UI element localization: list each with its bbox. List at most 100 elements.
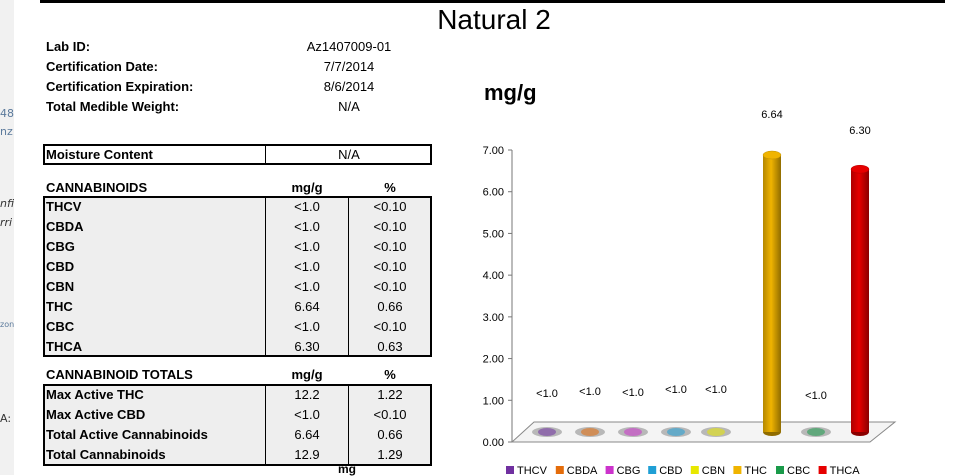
- legend-label-cbg: CBG: [617, 465, 641, 475]
- cannabinoids-table: [43, 196, 432, 357]
- divider: [348, 197, 349, 356]
- totals-row-name: Total Active Cannabinoids: [46, 427, 208, 442]
- table-row-name: CBN: [46, 279, 75, 294]
- totals-row-name: Max Active CBD: [46, 407, 146, 422]
- legend-swatch-cbg: [605, 466, 614, 474]
- table-row-name: CBG: [46, 239, 75, 254]
- moisture-value: N/A: [338, 147, 360, 162]
- table-row-name: THC: [46, 299, 73, 314]
- moisture-label: Moisture Content: [46, 147, 153, 162]
- cert-expiration-value: 8/6/2014: [323, 79, 375, 94]
- data-label-cbn: <1.0: [705, 384, 727, 396]
- table-row-pct: 0.63: [377, 339, 403, 354]
- bar-cbd: [667, 428, 685, 436]
- totals-row-pct: <0.10: [373, 407, 407, 422]
- data-label-cbc: <1.0: [805, 390, 827, 402]
- cannabinoids-pct-header: %: [384, 180, 396, 195]
- y-tick-label: 5.00: [483, 228, 504, 240]
- totals-row-pct: 0.66: [377, 427, 403, 442]
- table-row-name: THCV: [46, 199, 82, 214]
- side-fragment: rri: [0, 216, 13, 229]
- data-label-cbda: <1.0: [579, 386, 601, 398]
- totals-row-name: Max Active THC: [46, 387, 144, 402]
- table-row-mg: <1.0: [294, 219, 320, 234]
- side-fragment: zon: [0, 320, 14, 329]
- cert-expiration-label: Certification Expiration:: [46, 79, 194, 94]
- legend-swatch-thc: [733, 466, 742, 474]
- bar-thcv: [538, 428, 556, 436]
- totals-row-mg: 6.64: [294, 427, 320, 442]
- table-row-mg: <1.0: [294, 279, 320, 294]
- legend-swatch-thcv: [506, 466, 514, 474]
- y-tick-label: 6.00: [483, 187, 504, 199]
- medible-weight-value: N/A: [338, 99, 360, 114]
- table-row-pct: 0.66: [377, 299, 403, 314]
- totals-row-pct: 1.29: [377, 447, 403, 462]
- cannabinoids-mg-header: mg/g: [291, 180, 323, 195]
- side-panel-strip: 48 nz nfi rri zon A:: [0, 0, 14, 475]
- table-row-name: CBC: [46, 319, 75, 334]
- totals-row-mg: <1.0: [294, 407, 320, 422]
- table-row-mg: 6.64: [294, 299, 320, 314]
- bar-thca: [851, 169, 869, 432]
- legend-label-cbd: CBD: [659, 465, 682, 475]
- y-tick-label: 1.00: [483, 395, 504, 407]
- table-row-pct: <0.10: [373, 239, 407, 254]
- table-row-pct: <0.10: [373, 259, 407, 274]
- cannabinoid-bar-chart: 0.00 1.00 2.00 3.00 4.00 5.00 6.00 7.00 <1.0 <1.0…: [483, 109, 897, 475]
- y-tick-label: 2.00: [483, 354, 504, 366]
- table-row-name: CBDA: [46, 219, 84, 234]
- legend-label-cbda: CBDA: [567, 465, 598, 475]
- moisture-box: [43, 144, 432, 165]
- divider: [265, 197, 266, 356]
- table-row-pct: <0.10: [373, 219, 407, 234]
- legend-swatch-cbn: [690, 466, 699, 474]
- bar-cbn: [707, 428, 725, 436]
- bar-cbda: [581, 428, 599, 436]
- table-row-name: CBD: [46, 259, 75, 274]
- y-tick-label: 3.00: [483, 312, 504, 324]
- table-row-pct: <0.10: [373, 279, 407, 294]
- totals-table: [43, 384, 432, 466]
- legend-swatch-thca: [818, 466, 827, 474]
- legend-label-cbc: CBC: [787, 465, 810, 475]
- truncated-footer-text: mg: [338, 462, 356, 476]
- side-fragment: 48: [0, 107, 14, 120]
- table-row-mg: <1.0: [294, 319, 320, 334]
- bar-cbc: [807, 428, 825, 436]
- y-tick-label: 4.00: [483, 270, 504, 282]
- table-row-mg: <1.0: [294, 239, 320, 254]
- chart-title: mg/g: [484, 80, 537, 105]
- divider: [265, 145, 266, 164]
- lab-id-label: Lab ID:: [46, 39, 91, 54]
- data-label-thc: 6.64: [761, 109, 782, 121]
- medible-weight-label: Total Medible Weight:: [46, 99, 180, 114]
- table-row-pct: <0.10: [373, 319, 407, 334]
- product-title: Natural 2: [437, 4, 551, 35]
- table-row-name: THCA: [46, 339, 83, 354]
- totals-row-mg: 12.2: [294, 387, 320, 402]
- totals-pct-header: %: [384, 367, 396, 382]
- table-row-mg: <1.0: [294, 199, 320, 214]
- legend-swatch-cbda: [555, 466, 564, 474]
- data-label-cbd: <1.0: [665, 384, 687, 396]
- totals-row-pct: 1.22: [377, 387, 403, 402]
- legend-label-thca: THCA: [830, 465, 861, 475]
- table-row-mg: 6.30: [294, 339, 320, 354]
- cert-date-value: 7/7/2014: [323, 59, 375, 74]
- y-tick-label: 7.00: [483, 145, 504, 157]
- bar-thc: [763, 155, 781, 432]
- bar-top-thc: [762, 150, 782, 160]
- divider: [265, 385, 266, 465]
- legend-label-cbn: CBN: [702, 465, 725, 475]
- bar-cbg: [624, 428, 642, 436]
- totals-header: CANNABINOID TOTALS: [46, 367, 193, 382]
- cert-date-label: Certification Date:: [46, 59, 158, 74]
- data-label-thcv: <1.0: [536, 388, 558, 400]
- legend-label-thc: THC: [744, 465, 767, 475]
- bar-top-thca: [850, 164, 870, 174]
- table-row-pct: <0.10: [373, 199, 407, 214]
- totals-row-name: Total Cannabinoids: [46, 447, 166, 462]
- side-fragment: nfi: [0, 197, 14, 210]
- top-rule: [40, 0, 945, 3]
